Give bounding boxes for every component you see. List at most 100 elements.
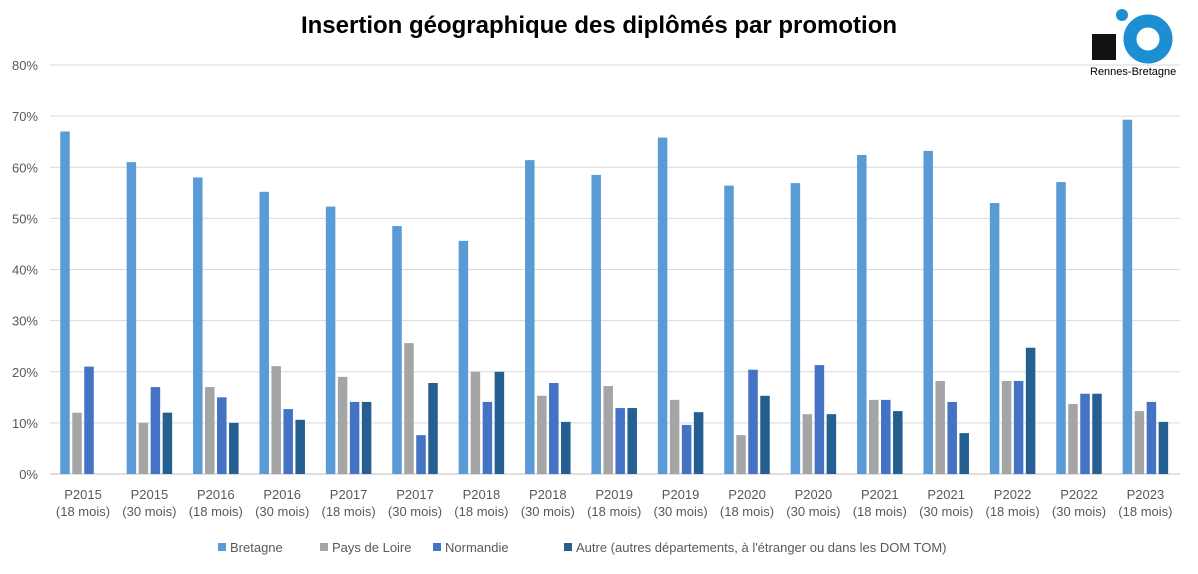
bar-normandie (1080, 393, 1090, 474)
bar-normandie (217, 397, 227, 474)
y-tick-label: 80% (12, 58, 38, 73)
x-tick-label: P2019 (595, 487, 633, 502)
x-tick-label: (18 mois) (986, 504, 1040, 519)
x-tick-label: P2018 (463, 487, 501, 502)
bar-bretagne (60, 131, 70, 474)
x-tick-label: P2018 (529, 487, 567, 502)
x-tick-label: P2017 (330, 487, 368, 502)
bar-pays (736, 435, 746, 474)
legend-swatch (433, 543, 441, 551)
bar-autre (361, 401, 372, 474)
legend-swatch (218, 543, 226, 551)
x-tick-label: (18 mois) (853, 504, 907, 519)
bar-bretagne (724, 185, 734, 474)
bar-normandie (1146, 401, 1157, 474)
y-tick-label: 70% (12, 109, 38, 124)
x-tick-label: P2021 (927, 487, 965, 502)
x-tick-label: P2015 (64, 487, 102, 502)
x-tick-label: P2020 (795, 487, 833, 502)
x-tick-label: (18 mois) (1118, 504, 1172, 519)
legend-label: Pays de Loire (332, 540, 412, 555)
bar-autre (561, 421, 571, 474)
bar-pays (935, 380, 945, 474)
bar-bretagne (790, 183, 801, 474)
y-tick-label: 40% (12, 263, 38, 278)
bar-autre (693, 412, 704, 474)
x-tick-label: (18 mois) (189, 504, 243, 519)
legend-label: Bretagne (230, 540, 283, 555)
bar-autre (1158, 421, 1169, 474)
bar-pays (537, 395, 547, 474)
bar-autre (1092, 393, 1102, 474)
x-tick-label: (30 mois) (521, 504, 575, 519)
bar-normandie (947, 401, 957, 474)
bar-normandie (549, 382, 559, 474)
x-tick-label: P2015 (131, 487, 169, 502)
bar-bretagne (857, 154, 867, 475)
y-tick-label: 30% (12, 314, 38, 329)
bar-pays (337, 376, 348, 474)
x-tick-label: (18 mois) (587, 504, 641, 519)
bar-bretagne (591, 174, 601, 474)
bar-normandie (681, 424, 692, 474)
bar-pays (603, 386, 613, 474)
bar-normandie (814, 365, 825, 474)
bar-pays (1001, 380, 1012, 474)
bar-autre (162, 412, 173, 474)
x-tick-label: (18 mois) (454, 504, 508, 519)
logo-icon (1092, 9, 1173, 64)
bar-pays (205, 387, 215, 474)
bar-pays (271, 366, 281, 474)
bar-bretagne (1122, 119, 1133, 475)
bar-autre (627, 408, 637, 474)
bar-autre (760, 395, 770, 474)
bar-autre (959, 433, 969, 474)
bar-normandie (748, 369, 758, 474)
x-tick-label: P2021 (861, 487, 899, 502)
bar-pays (138, 422, 149, 474)
bar-normandie (881, 399, 891, 474)
bar-bretagne (458, 240, 469, 474)
bar-autre (1025, 347, 1036, 474)
bar-bretagne (1056, 182, 1066, 475)
x-tick-label: P2016 (263, 487, 301, 502)
bar-bretagne (989, 203, 1000, 474)
x-tick-label: P2016 (197, 487, 235, 502)
y-tick-label: 10% (12, 416, 38, 431)
bar-normandie (84, 366, 94, 474)
bar-autre (893, 411, 903, 474)
y-tick-label: 60% (12, 160, 38, 175)
bar-bretagne (259, 191, 269, 475)
bar-normandie (349, 401, 360, 474)
bar-pays (1068, 403, 1078, 474)
bar-bretagne (193, 177, 203, 474)
bar-pays (669, 399, 680, 474)
bar-autre (229, 422, 239, 474)
bar-pays (1134, 411, 1145, 474)
x-tick-label: (18 mois) (322, 504, 376, 519)
x-tick-label: P2022 (994, 487, 1032, 502)
chart-title: Insertion géographique des diplômés par … (300, 12, 898, 39)
y-tick-label: 50% (12, 211, 38, 226)
bar-pays (72, 412, 82, 474)
x-tick-label: (30 mois) (654, 504, 708, 519)
x-tick-label: (30 mois) (122, 504, 176, 519)
bar-autre (494, 371, 505, 474)
x-tick-label: (30 mois) (1052, 504, 1106, 519)
bar-normandie (150, 387, 161, 474)
x-tick-label: (18 mois) (56, 504, 110, 519)
legend-swatch (564, 543, 572, 551)
x-tick-label: (30 mois) (786, 504, 840, 519)
bar-pays (869, 399, 879, 474)
bar-pays (802, 414, 813, 474)
bar-autre (295, 419, 305, 474)
legend-label: Normandie (445, 540, 509, 555)
bar-bretagne (923, 150, 933, 474)
bar-pays (470, 371, 481, 474)
bar-bretagne (525, 160, 535, 474)
bar-bretagne (126, 162, 137, 474)
bar-normandie (283, 409, 293, 474)
y-tick-label: 20% (12, 365, 38, 380)
x-tick-label: (30 mois) (255, 504, 309, 519)
